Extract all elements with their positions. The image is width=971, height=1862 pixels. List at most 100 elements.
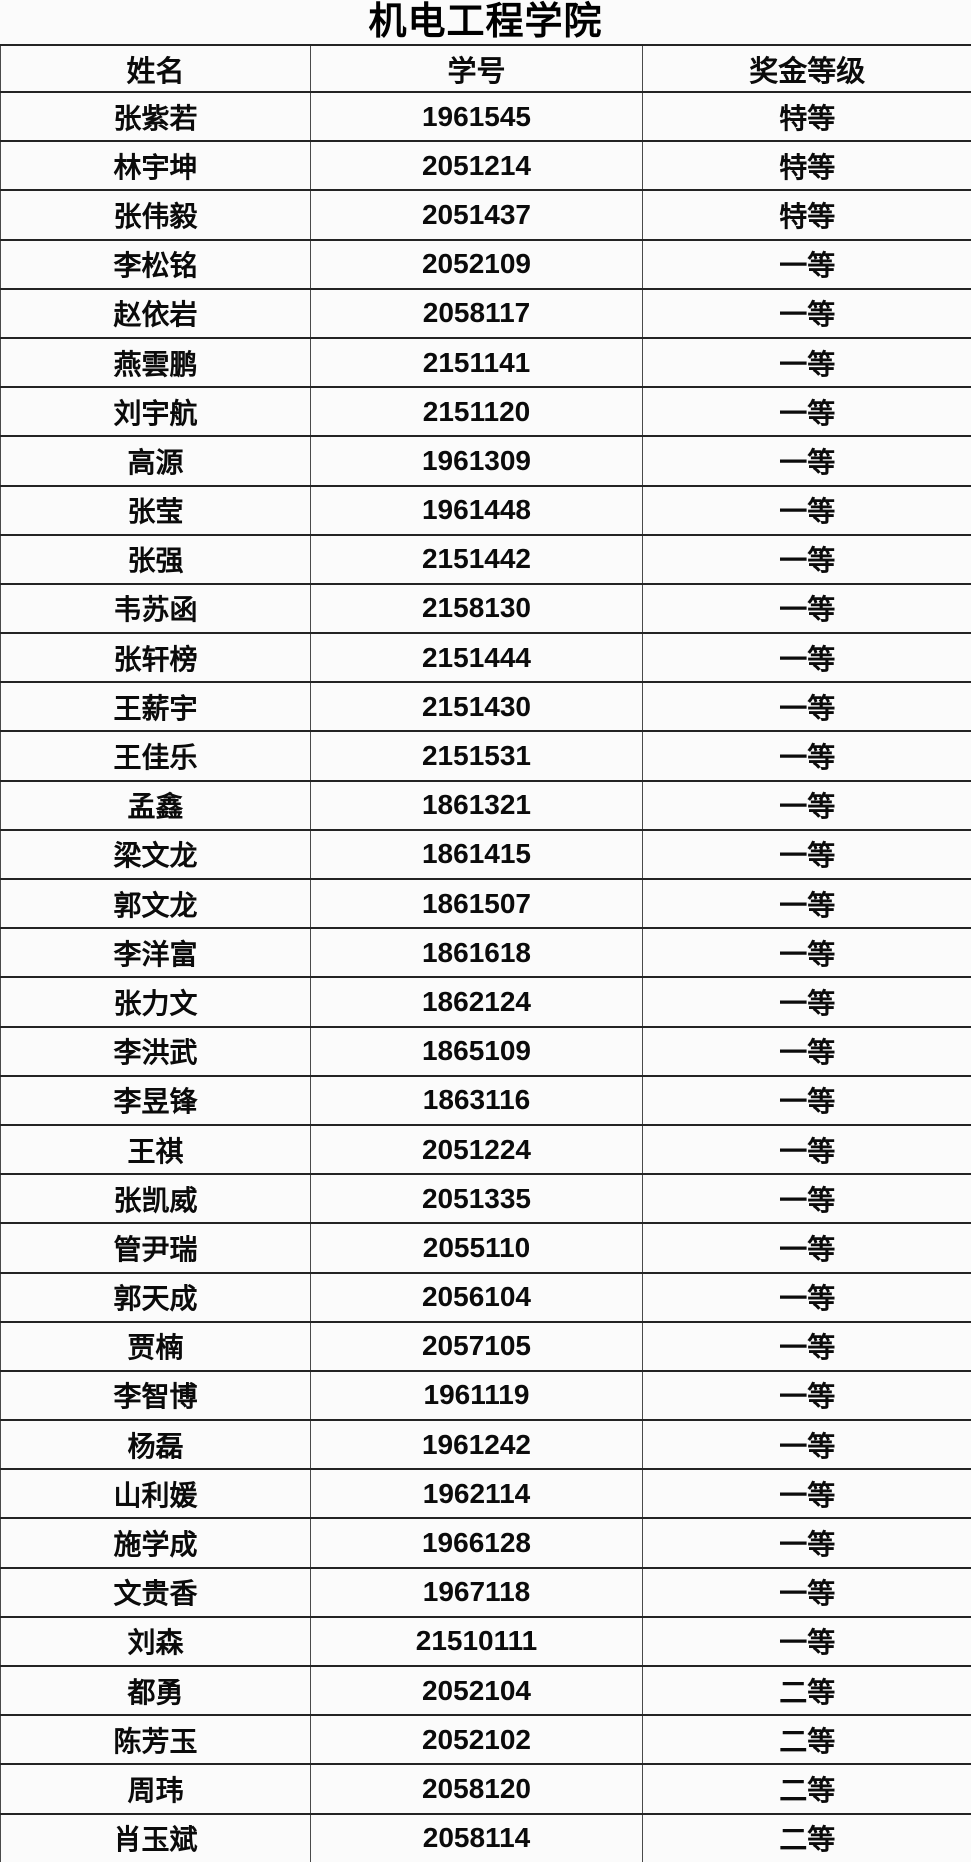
name-cell: 张莹 <box>0 484 311 536</box>
award-level-cell: 二等 <box>642 1763 971 1815</box>
table-row: 林宇坤 2051214 特等 <box>0 140 971 192</box>
award-level-cell: 二等 <box>642 1664 971 1717</box>
award-table: 姓名 学号 奖金等级 张紫若 1961545 特等 林宇坤 2051214 特等 张伟毅 20… <box>0 44 971 1862</box>
award-level-cell: 一等 <box>642 287 971 339</box>
award-level-cell: 一等 <box>642 435 971 487</box>
table-row: 文贵香 1967118 一等 <box>0 1566 971 1618</box>
name-cell: 韦苏函 <box>0 582 311 635</box>
student-id-cell: 1961309 <box>310 435 643 487</box>
table-row: 山利媛 1962114 一等 <box>0 1468 971 1520</box>
table-row: 张轩榜 2151444 一等 <box>0 632 971 684</box>
name-cell: 郭文龙 <box>0 877 311 930</box>
name-cell: 杨磊 <box>0 1419 311 1471</box>
student-id-cell: 2051214 <box>310 140 643 192</box>
table-row: 燕雲鹏 2151141 一等 <box>0 336 971 389</box>
student-id-cell: 2051335 <box>310 1173 643 1225</box>
award-level-cell: 一等 <box>642 1517 971 1569</box>
award-level-cell: 一等 <box>642 1123 971 1176</box>
award-level-cell: 一等 <box>642 877 971 930</box>
student-id-cell: 2151442 <box>310 533 643 585</box>
name-cell: 刘森 <box>0 1615 311 1668</box>
table-row: 杨磊 1961242 一等 <box>0 1419 971 1471</box>
award-level-cell: 特等 <box>642 90 971 143</box>
award-level-cell: 一等 <box>642 1468 971 1520</box>
table-row: 施学成 1966128 一等 <box>0 1517 971 1569</box>
page-title: 机电工程学院 <box>368 1 603 43</box>
table-row: 张紫若 1961545 特等 <box>0 90 971 143</box>
student-id-cell: 21510111 <box>310 1615 643 1668</box>
table-row: 李洪武 1865109 一等 <box>0 1025 971 1077</box>
name-cell: 都勇 <box>0 1664 311 1717</box>
table-row: 肖玉斌 2058114 二等 <box>0 1812 971 1862</box>
table-row: 刘宇航 2151120 一等 <box>0 386 971 438</box>
table-row: 王佳乐 2151531 一等 <box>0 730 971 782</box>
name-cell: 李松铭 <box>0 238 311 290</box>
award-level-cell: 一等 <box>642 1369 971 1422</box>
table-row: 陈芳玉 2052102 二等 <box>0 1714 971 1766</box>
name-cell: 刘宇航 <box>0 386 311 438</box>
table-row: 管尹瑞 2055110 一等 <box>0 1222 971 1274</box>
name-cell: 林宇坤 <box>0 140 311 192</box>
student-id-cell: 2058117 <box>310 287 643 339</box>
name-cell: 张伟毅 <box>0 189 311 241</box>
table-row: 孟鑫 1861321 一等 <box>0 779 971 831</box>
name-cell: 张轩榜 <box>0 632 311 684</box>
award-level-cell: 一等 <box>642 779 971 831</box>
name-cell: 陈芳玉 <box>0 1714 311 1766</box>
student-id-cell: 1961448 <box>310 484 643 536</box>
student-id-cell: 1961545 <box>310 90 643 143</box>
award-level-cell: 一等 <box>642 1074 971 1126</box>
table-row: 张强 2151442 一等 <box>0 533 971 585</box>
student-id-cell: 1961119 <box>310 1369 643 1422</box>
student-id-cell: 2058120 <box>310 1763 643 1815</box>
student-id-cell: 1962114 <box>310 1468 643 1520</box>
name-cell: 李昱锋 <box>0 1074 311 1126</box>
table-row: 赵依岩 2058117 一等 <box>0 287 971 339</box>
table-row: 张莹 1961448 一等 <box>0 484 971 536</box>
student-id-cell: 2052109 <box>310 238 643 290</box>
table-row: 韦苏函 2158130 一等 <box>0 582 971 635</box>
student-id-cell: 1862124 <box>310 976 643 1028</box>
award-level-cell: 一等 <box>642 1025 971 1077</box>
student-id-cell: 2058114 <box>310 1812 643 1862</box>
name-cell: 郭天成 <box>0 1271 311 1323</box>
award-level-cell: 二等 <box>642 1812 971 1862</box>
award-level-cell: 一等 <box>642 828 971 881</box>
award-level-cell: 一等 <box>642 976 971 1028</box>
award-level-cell: 一等 <box>642 484 971 536</box>
student-id-cell: 1966128 <box>310 1517 643 1569</box>
student-id-cell: 1861507 <box>310 877 643 930</box>
student-id-cell: 2151141 <box>310 336 643 389</box>
award-level-cell: 一等 <box>642 336 971 389</box>
table-row: 李松铭 2052109 一等 <box>0 238 971 290</box>
name-cell: 贾楠 <box>0 1320 311 1372</box>
name-cell: 李洪武 <box>0 1025 311 1077</box>
table-row: 张凯威 2051335 一等 <box>0 1173 971 1225</box>
award-level-cell: 一等 <box>642 1566 971 1618</box>
table-row: 刘森 21510111 一等 <box>0 1615 971 1668</box>
table-row: 张伟毅 2051437 特等 <box>0 189 971 241</box>
name-cell: 王祺 <box>0 1123 311 1176</box>
name-cell: 肖玉斌 <box>0 1812 311 1862</box>
student-id-cell: 1861618 <box>310 927 643 979</box>
table-body: 张紫若 1961545 特等 林宇坤 2051214 特等 张伟毅 2051437 特等 李松铭 2… <box>0 90 971 1862</box>
award-level-cell: 特等 <box>642 140 971 192</box>
column-header-student-id: 学号 <box>310 44 643 93</box>
column-header-award-level: 奖金等级 <box>642 44 971 93</box>
student-id-cell: 2151430 <box>310 681 643 733</box>
name-cell: 赵依岩 <box>0 287 311 339</box>
table-row: 李洋富 1861618 一等 <box>0 927 971 979</box>
name-cell: 燕雲鹏 <box>0 336 311 389</box>
award-level-cell: 一等 <box>642 681 971 733</box>
student-id-cell: 2057105 <box>310 1320 643 1372</box>
name-cell: 管尹瑞 <box>0 1222 311 1274</box>
table-row: 李昱锋 1863116 一等 <box>0 1074 971 1126</box>
name-cell: 张力文 <box>0 976 311 1028</box>
student-id-cell: 2158130 <box>310 582 643 635</box>
student-id-cell: 2151120 <box>310 386 643 438</box>
column-header-name: 姓名 <box>0 44 311 93</box>
student-id-cell: 1967118 <box>310 1566 643 1618</box>
student-id-cell: 2052102 <box>310 1714 643 1766</box>
student-id-cell: 2056104 <box>310 1271 643 1323</box>
